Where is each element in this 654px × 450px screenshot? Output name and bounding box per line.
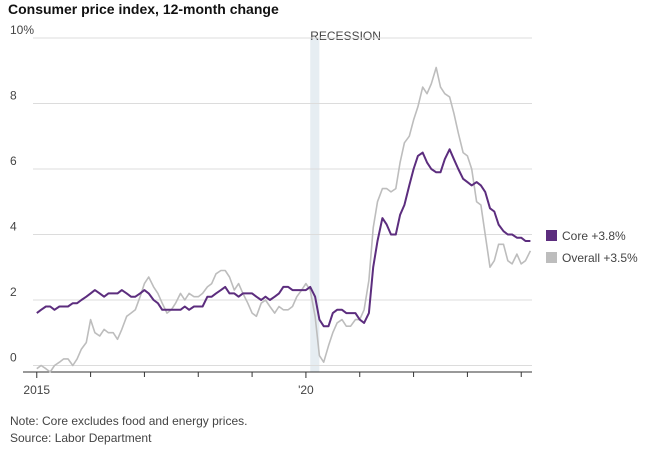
y-tick-label: 2 <box>10 285 17 299</box>
y-tick-label: 4 <box>10 219 17 233</box>
line <box>36 148 531 328</box>
legend-swatch <box>546 230 557 241</box>
source: Source: Labor Department <box>10 431 152 445</box>
recession-band <box>310 38 320 372</box>
chart-title: Consumer price index, 12-month change <box>8 1 279 17</box>
line <box>36 66 532 373</box>
legend-label: Core +3.8% <box>562 229 626 243</box>
y-tick-label: 6 <box>10 154 17 168</box>
x-tick-label: 2015 <box>23 383 50 397</box>
y-tick-label: 8 <box>10 88 17 102</box>
x-tick-label: '20 <box>298 383 314 397</box>
recession-label: RECESSION <box>310 29 381 43</box>
legend-swatch <box>546 252 557 263</box>
legend-label: Overall +3.5% <box>562 251 638 265</box>
y-tick-label: 0 <box>10 350 17 364</box>
y-tick-label: 10% <box>10 23 34 37</box>
note: Note: Core excludes food and energy pric… <box>10 414 247 428</box>
